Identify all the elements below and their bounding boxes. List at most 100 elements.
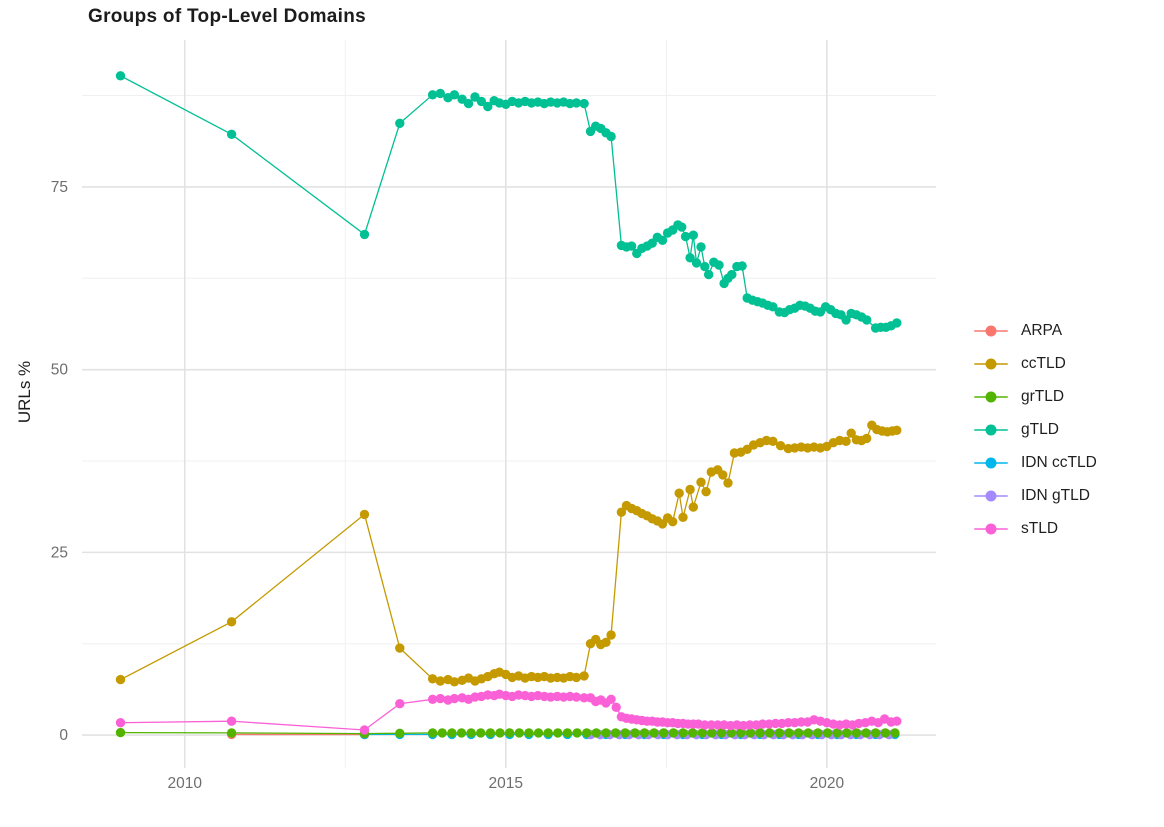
series-point-ccTLD: [668, 517, 678, 527]
series-point-gTLD: [359, 229, 370, 240]
series-point-sTLD: [892, 716, 902, 726]
series-point-grTLD: [572, 728, 582, 738]
series-point-sTLD: [435, 693, 445, 704]
series-point-sTLD: [757, 719, 768, 729]
series-point-ccTLD: [395, 643, 405, 653]
series-point-gTLD: [685, 253, 695, 263]
x-tick-label: 2015: [489, 775, 523, 792]
legend-label: grTLD: [1021, 387, 1065, 405]
series-point-ccTLD: [359, 509, 370, 520]
series-point-ccTLD: [678, 512, 688, 522]
series-point-grTLD: [437, 728, 447, 738]
series-point-gTLD: [463, 98, 474, 109]
series-point-grTLD: [765, 728, 775, 738]
series-point-ccTLD: [449, 677, 460, 687]
series-point-gTLD: [714, 260, 724, 270]
series-point-gTLD: [483, 101, 493, 112]
series-point-ccTLD: [701, 487, 711, 497]
series-point-ccTLD: [226, 617, 237, 627]
series-point-grTLD: [803, 728, 813, 738]
series-point-sTLD: [115, 718, 126, 728]
series-point-grTLD: [755, 728, 765, 738]
series-point-gTLD: [226, 129, 237, 139]
series-point-grTLD: [620, 728, 630, 738]
series-point-grTLD: [697, 728, 707, 738]
series-point-ccTLD: [862, 433, 872, 444]
series-point-gTLD: [435, 88, 445, 99]
series-point-grTLD: [533, 728, 544, 738]
series-point-ccTLD: [606, 630, 616, 640]
legend-key-icon: [974, 387, 1008, 407]
series-point-ccTLD: [841, 436, 851, 446]
series-point-ccTLD: [115, 674, 126, 685]
series-point-gTLD: [395, 118, 405, 128]
series-point-ccTLD: [723, 478, 733, 488]
series-point-ccTLD: [674, 488, 684, 498]
series-point-grTLD: [485, 728, 496, 738]
series-point-grTLD: [736, 728, 746, 738]
legend-entry-idn-gtld: IDN gTLD: [974, 485, 1097, 506]
series-point-ccTLD: [601, 637, 611, 647]
series-point-gTLD: [571, 98, 582, 108]
series-point-ccTLD: [768, 436, 778, 446]
series-point-grTLD: [842, 728, 852, 738]
series-point-grTLD: [630, 728, 640, 738]
x-tick-label: 2010: [167, 775, 202, 792]
series-point-gTLD: [626, 241, 637, 251]
legend-key-icon: [974, 420, 1008, 440]
series-point-grTLD: [890, 728, 900, 738]
series-point-grTLD: [476, 728, 486, 738]
series-point-grTLD: [880, 728, 890, 738]
series-point-gTLD: [691, 258, 702, 268]
series-point-grTLD: [861, 728, 871, 738]
series-point-grTLD: [553, 728, 563, 738]
series-point-grTLD: [726, 728, 736, 738]
legend-key-icon: [974, 519, 1008, 539]
series-line-gTLD: [120, 75, 898, 329]
series-point-ccTLD: [775, 441, 786, 451]
series-point-grTLD: [115, 727, 126, 738]
series-point-grTLD: [504, 728, 515, 738]
series-point-sTLD: [226, 716, 237, 726]
series-point-grTLD: [395, 728, 405, 738]
series-point-gTLD: [700, 261, 710, 272]
series-point-sTLD: [427, 694, 438, 704]
series-point-ccTLD: [579, 671, 589, 681]
series-point-grTLD: [793, 728, 804, 738]
series-point-grTLD: [659, 728, 669, 738]
series-point-grTLD: [813, 728, 823, 738]
series-point-gTLD: [704, 269, 714, 280]
legend-entry-grtld: grTLD: [974, 386, 1097, 407]
series-point-grTLD: [591, 728, 601, 738]
series-point-gTLD: [657, 235, 668, 245]
series-point-gTLD: [892, 318, 902, 328]
series-point-grTLD: [851, 728, 862, 738]
series-point-sTLD: [359, 725, 370, 735]
series-point-ccTLD: [571, 672, 582, 683]
series-point-grTLD: [668, 728, 679, 738]
series-point-grTLD: [226, 728, 237, 738]
legend-entry-gtld: gTLD: [974, 419, 1097, 440]
legend-entry-stld: sTLD: [974, 518, 1097, 539]
legend: ARPA ccTLD grTLD gTLD IDN ccTLD IDN gTLD…: [974, 320, 1097, 539]
series-point-grTLD: [687, 728, 698, 738]
series-point-grTLD: [649, 728, 659, 738]
series-point-grTLD: [774, 728, 784, 738]
series-point-grTLD: [562, 728, 573, 738]
legend-key-icon: [974, 486, 1008, 506]
series-point-gTLD: [115, 71, 126, 81]
y-tick-label: 50: [51, 362, 69, 379]
series-point-gTLD: [579, 98, 589, 109]
legend-entry-idn-cctld: IDN ccTLD: [974, 452, 1097, 473]
legend-label: gTLD: [1021, 420, 1059, 438]
series-point-ccTLD: [685, 484, 695, 495]
series-point-ccTLD: [718, 470, 728, 480]
x-tick-label: 2020: [810, 775, 845, 792]
series-point-grTLD: [466, 728, 476, 738]
series-point-ccTLD: [688, 502, 698, 512]
series-point-ccTLD: [696, 477, 706, 487]
series-point-gTLD: [677, 222, 687, 232]
legend-entry-arpa: ARPA: [974, 320, 1097, 341]
series-point-gTLD: [768, 302, 778, 312]
series-point-ccTLD: [435, 676, 445, 686]
